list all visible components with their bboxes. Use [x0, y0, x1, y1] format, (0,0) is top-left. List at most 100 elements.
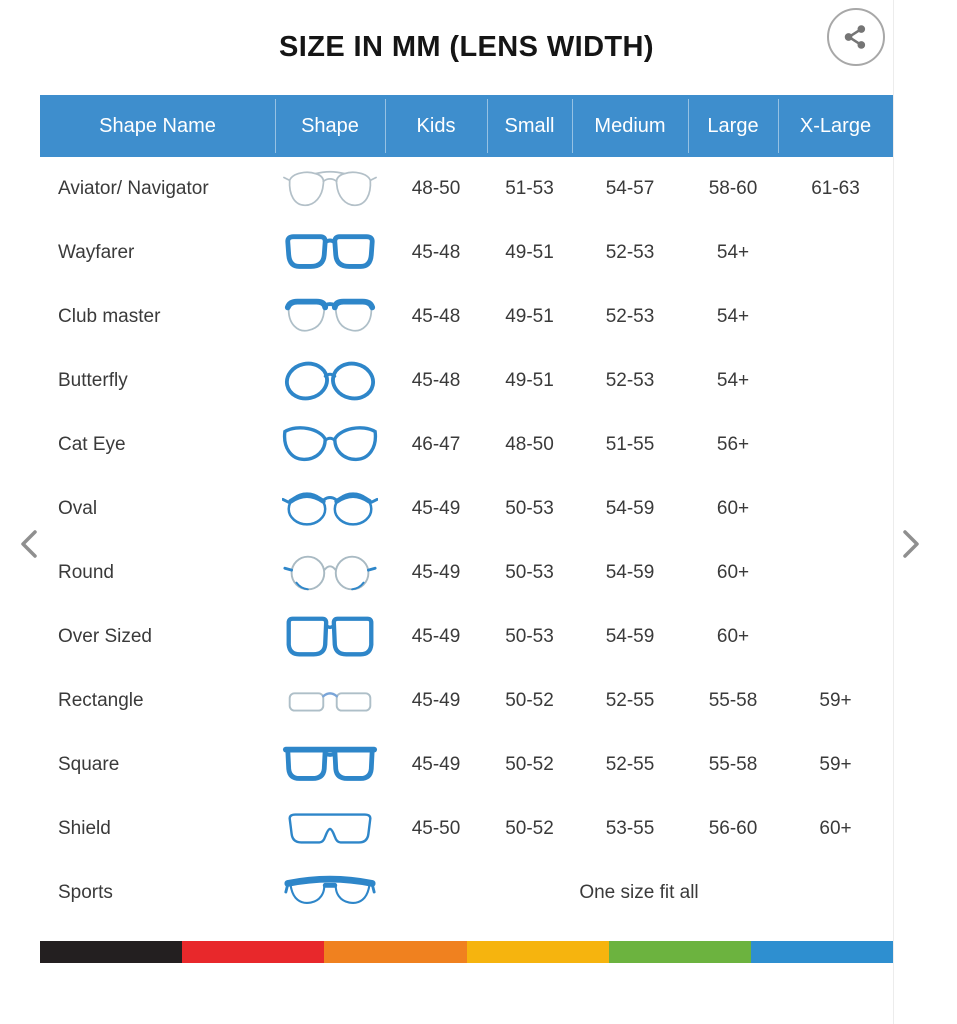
slide-edge-divider	[893, 0, 894, 1024]
size-large: 56-60	[708, 818, 758, 839]
brand-color-stripe	[40, 941, 894, 963]
table-row: Rectangle 45-49 50-52 52-55 55-58 59+	[40, 669, 893, 733]
shield-glasses-icon	[275, 805, 385, 853]
clubmaster-glasses-icon	[275, 293, 385, 341]
table-row: Square 45-49 50-52 52-55 55-58 59+	[40, 733, 893, 797]
size-kids: 45-49	[411, 754, 461, 775]
oversized-glasses-icon	[275, 613, 385, 661]
size-xlarge: 61-63	[811, 178, 860, 199]
col-header-large: Large	[688, 95, 778, 157]
size-medium: 52-53	[605, 370, 655, 391]
col-header-medium: Medium	[572, 95, 688, 157]
size-medium: 52-55	[605, 690, 655, 711]
share-icon	[839, 20, 873, 54]
size-small: 48-50	[505, 434, 554, 455]
shape-name: Cat Eye	[58, 434, 126, 455]
size-kids: 45-48	[411, 370, 461, 391]
size-small: 50-52	[505, 690, 554, 711]
stripe-green	[608, 941, 751, 963]
shape-name: Square	[58, 754, 120, 775]
table-row: Over Sized 45-49 50-53 54-59 60+	[40, 605, 893, 669]
table-header-row: Shape Name Shape Kids Small Medium Large…	[40, 95, 893, 157]
size-kids: 45-49	[411, 562, 461, 583]
size-medium: 52-55	[605, 754, 655, 775]
round-glasses-icon	[275, 549, 385, 597]
shape-name: Shield	[58, 818, 111, 839]
size-medium: 51-55	[605, 434, 655, 455]
shape-name: Wayfarer	[58, 242, 135, 263]
size-large: 60+	[716, 562, 750, 583]
size-medium: 52-53	[605, 306, 655, 327]
shape-name: Oval	[58, 498, 98, 519]
shape-name: Sports	[58, 882, 113, 903]
size-large: 54+	[716, 370, 750, 391]
table-row: Shield 45-50 50-52 53-55 56-60 60+	[40, 797, 893, 861]
one-size-note: One size fit all	[579, 882, 699, 903]
carousel-prev-button[interactable]	[15, 520, 43, 568]
size-xlarge: 59+	[819, 754, 852, 775]
size-small: 49-51	[505, 242, 554, 263]
size-large: 55-58	[708, 754, 758, 775]
size-chart-card: SIZE IN MM (LENS WIDTH) Shape Name Shape…	[40, 0, 894, 963]
size-large: 54+	[716, 306, 750, 327]
title-bar: SIZE IN MM (LENS WIDTH)	[40, 0, 893, 95]
share-button[interactable]	[827, 8, 885, 66]
chevron-right-icon	[897, 520, 925, 568]
stripe-orange	[324, 941, 467, 963]
size-medium: 54-57	[605, 178, 655, 199]
shape-name: Aviator/ Navigator	[58, 178, 209, 199]
size-kids: 45-49	[411, 498, 461, 519]
stripe-yellow	[466, 941, 609, 963]
size-small: 49-51	[505, 306, 554, 327]
table-row: Butterfly 45-48 49-51 52-53 54+	[40, 349, 893, 413]
table-row: Wayfarer 45-48 49-51 52-53 54+	[40, 221, 893, 285]
size-medium: 53-55	[605, 818, 655, 839]
size-large: 55-58	[708, 690, 758, 711]
page-title: SIZE IN MM (LENS WIDTH)	[279, 31, 654, 63]
size-large: 58-60	[708, 178, 758, 199]
size-xlarge: 60+	[819, 818, 852, 839]
size-large: 60+	[716, 498, 750, 519]
oval-glasses-icon	[275, 485, 385, 533]
shape-name: Rectangle	[58, 690, 144, 711]
size-small: 50-53	[505, 626, 554, 647]
size-kids: 48-50	[411, 178, 461, 199]
size-small: 49-51	[505, 370, 554, 391]
size-kids: 45-49	[411, 626, 461, 647]
shape-name: Club master	[58, 306, 161, 327]
size-large: 60+	[716, 626, 750, 647]
size-kids: 45-49	[411, 690, 461, 711]
size-kids: 46-47	[411, 434, 461, 455]
size-large: 56+	[716, 434, 750, 455]
wayfarer-glasses-icon	[275, 229, 385, 277]
table-row: Oval 45-49 50-53 54-59 60+	[40, 477, 893, 541]
col-header-small: Small	[487, 95, 572, 157]
size-small: 50-52	[505, 754, 554, 775]
cateye-glasses-icon	[275, 421, 385, 469]
col-header-xlarge: X-Large	[778, 95, 893, 157]
size-small: 50-53	[505, 562, 554, 583]
size-kids: 45-50	[411, 818, 461, 839]
square-glasses-icon	[275, 741, 385, 789]
shape-name: Butterfly	[58, 370, 128, 391]
col-header-shape: Shape	[275, 95, 385, 157]
stripe-blue	[750, 941, 894, 963]
sports-glasses-icon	[275, 869, 385, 917]
size-small: 50-53	[505, 498, 554, 519]
size-kids: 45-48	[411, 306, 461, 327]
size-small: 50-52	[505, 818, 554, 839]
shape-name: Over Sized	[58, 626, 152, 647]
size-medium: 54-59	[605, 626, 655, 647]
col-header-shape-name: Shape Name	[40, 95, 275, 157]
butterfly-glasses-icon	[275, 357, 385, 405]
stripe-red	[182, 941, 325, 963]
chevron-left-icon	[15, 520, 43, 568]
table-row: Cat Eye 46-47 48-50 51-55 56+	[40, 413, 893, 477]
shape-name: Round	[58, 562, 114, 583]
rectangle-glasses-icon	[275, 677, 385, 725]
size-kids: 45-48	[411, 242, 461, 263]
size-medium: 54-59	[605, 562, 655, 583]
carousel-next-button[interactable]	[897, 520, 925, 568]
table-row: Aviator/ Navigator 48-50 51-53 54-57 58-…	[40, 157, 893, 221]
table-row: Club master 45-48 49-51 52-53 54+	[40, 285, 893, 349]
